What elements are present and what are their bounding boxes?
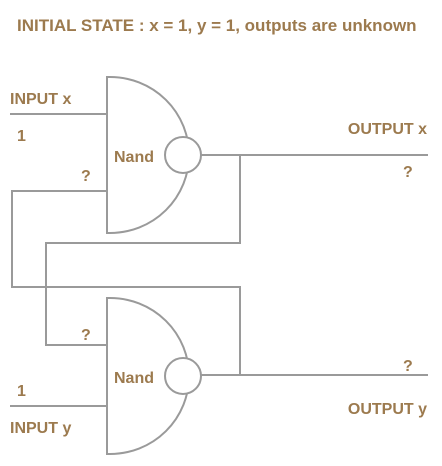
nand-gate-top-label: Nand: [114, 149, 154, 166]
wire-feedback-bottom-to-top: [11, 190, 241, 375]
input-x-label: INPUT x: [10, 91, 71, 108]
input-y-label: INPUT y: [10, 420, 71, 437]
input-y-value: 1: [17, 383, 26, 400]
output-x-label: OUTPUT x: [348, 121, 427, 138]
output-y-value: ?: [403, 358, 413, 375]
input-x-value: 1: [17, 128, 26, 145]
nand-gate-top: Nand: [106, 76, 202, 234]
output-y-label: OUTPUT y: [348, 401, 427, 418]
wire-feedback-top-to-bottom: [45, 155, 241, 346]
nand-gate-bottom-label: Nand: [114, 370, 154, 387]
nand-gate-bottom-bubble: [164, 357, 202, 395]
wires: [10, 113, 428, 407]
top-gate-feedback-value: ?: [81, 168, 91, 185]
nand-gate-bottom: Nand: [106, 297, 202, 455]
bottom-gate-feedback-value: ?: [81, 327, 91, 344]
output-x-value: ?: [403, 164, 413, 181]
diagram-title: INITIAL STATE : x = 1, y = 1, outputs ar…: [17, 16, 417, 35]
nand-gate-top-bubble: [164, 136, 202, 174]
